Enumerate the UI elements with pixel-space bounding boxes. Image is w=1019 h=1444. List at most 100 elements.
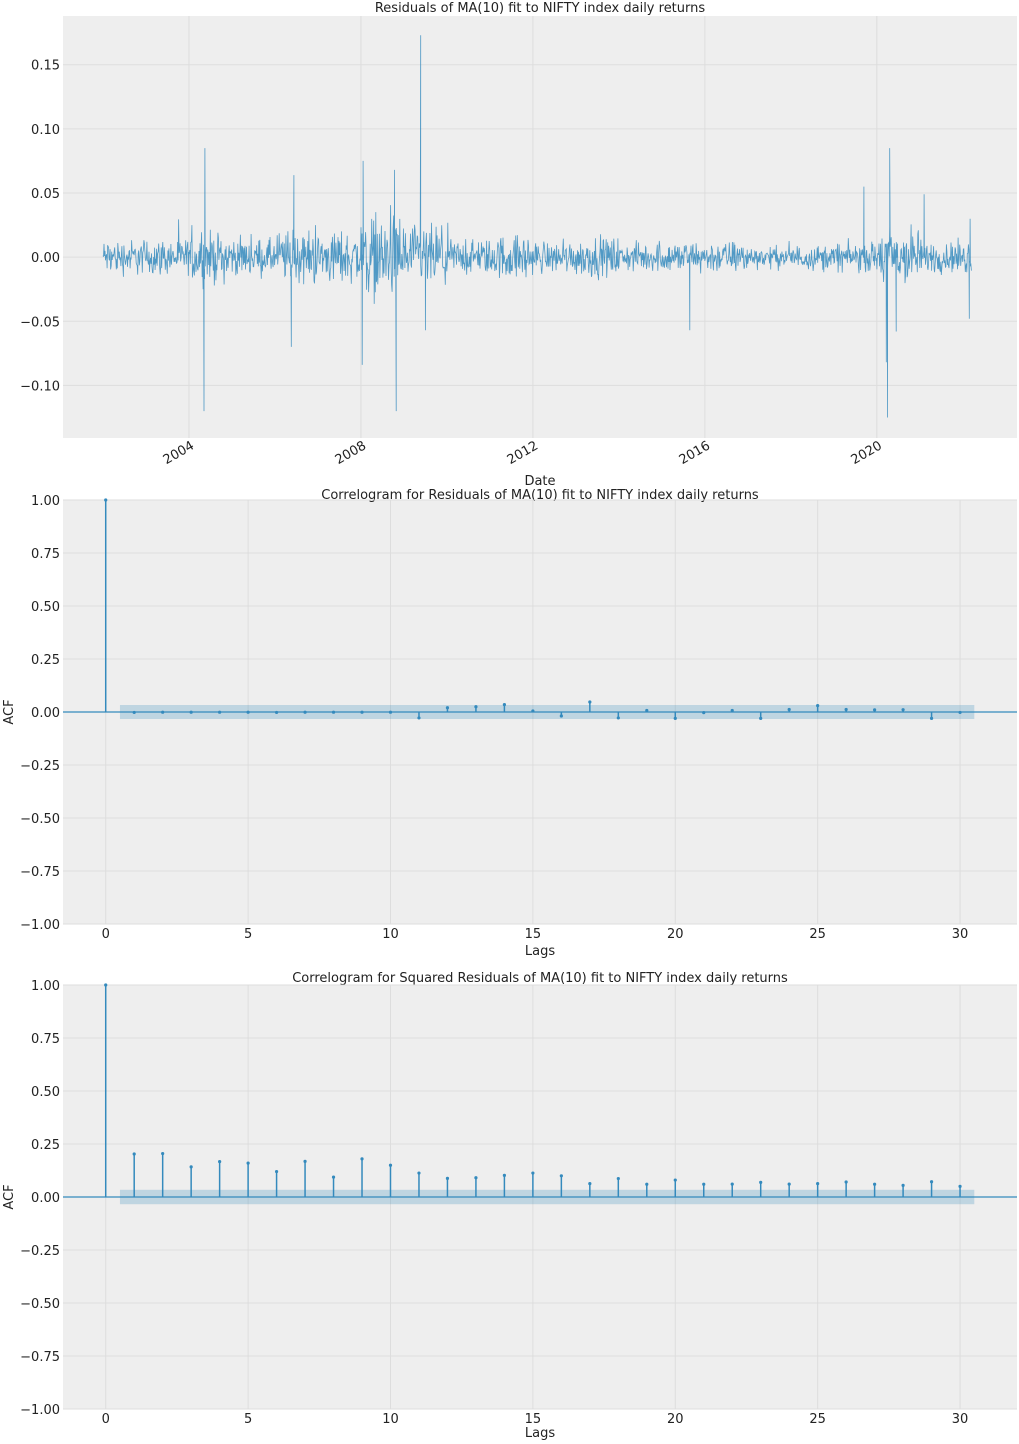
acf-marker: [559, 714, 563, 718]
y-tick-label: −1.00: [20, 918, 60, 933]
acf-marker: [360, 1157, 364, 1161]
acf-marker: [474, 705, 478, 709]
acf-marker: [901, 1183, 905, 1187]
y-tick-label: −0.05: [20, 315, 60, 330]
acf-marker: [303, 710, 307, 714]
y-tick-label: 0.00: [31, 1191, 60, 1206]
y-tick-label: −0.25: [20, 1244, 60, 1259]
acf-marker: [474, 1176, 478, 1180]
y-tick-label: 0.10: [31, 123, 60, 138]
acf-marker: [132, 1152, 136, 1156]
y-tick-label: 0.50: [31, 600, 60, 615]
acf-marker: [673, 716, 677, 720]
acf-marker: [787, 1182, 791, 1186]
acf-marker: [702, 1182, 706, 1186]
acf-marker: [246, 1161, 250, 1165]
acf-marker: [958, 1184, 962, 1188]
chart-title: Correlogram for Squared Residuals of MA(…: [292, 971, 788, 986]
y-tick-label: 1.00: [31, 979, 60, 994]
x-tick-label: 10: [382, 927, 399, 942]
x-tick-label: 2012: [505, 438, 541, 468]
y-tick-label: −0.10: [20, 379, 60, 394]
chart-title: Correlogram for Residuals of MA(10) fit …: [321, 488, 759, 503]
acf-marker: [816, 704, 820, 708]
acf-marker: [104, 983, 108, 987]
x-tick-label: 0: [102, 1412, 110, 1427]
acf-marker: [104, 498, 108, 502]
acf-marker: [331, 1175, 336, 1179]
acf-marker: [445, 1176, 450, 1180]
acf-marker: [531, 1171, 535, 1175]
acf-marker: [559, 1174, 563, 1178]
acf-marker: [816, 1182, 820, 1186]
acf-marker: [844, 1180, 848, 1184]
x-tick-label: 2020: [849, 438, 885, 468]
x-tick-label: 0: [102, 927, 110, 942]
acf-marker: [958, 710, 962, 715]
acf-marker: [303, 1159, 307, 1163]
acf-marker: [730, 1182, 734, 1186]
acf-marker: [645, 1182, 649, 1186]
chart-title: Residuals of MA(10) fit to NIFTY index d…: [375, 1, 706, 16]
y-axis-label: ACF: [2, 699, 17, 724]
acf-marker: [274, 1169, 279, 1174]
acf-marker: [702, 711, 706, 715]
acf-marker: [360, 710, 364, 714]
acf-marker: [161, 710, 165, 714]
acf-marker: [161, 1151, 165, 1156]
squared-residuals-acf-chart: Correlogram for Squared Residuals of MA(…: [2, 971, 1017, 1441]
acf-marker: [502, 1173, 507, 1177]
acf-marker: [388, 1163, 393, 1167]
y-tick-label: 0.50: [31, 1085, 60, 1100]
y-tick-label: −0.75: [20, 865, 60, 880]
y-tick-label: −0.50: [20, 812, 60, 827]
residuals-time-series-chart: Residuals of MA(10) fit to NIFTY index d…: [20, 1, 1017, 489]
acf-marker: [616, 1176, 620, 1181]
acf-marker: [218, 1159, 222, 1164]
acf-marker: [588, 1182, 592, 1186]
x-axis-label: Date: [524, 474, 555, 489]
acf-marker: [417, 716, 421, 720]
acf-marker: [929, 716, 934, 720]
y-tick-label: −1.00: [20, 1403, 60, 1418]
x-tick-label: 2004: [161, 438, 197, 468]
x-tick-label: 30: [952, 927, 969, 942]
y-tick-label: 1.00: [31, 494, 60, 509]
y-tick-label: 0.15: [31, 59, 60, 74]
y-tick-label: 0.25: [31, 1138, 60, 1153]
acf-marker: [132, 710, 136, 715]
acf-marker: [759, 1180, 763, 1184]
x-tick-label: 15: [525, 1412, 542, 1427]
x-tick-label: 2008: [333, 438, 369, 468]
y-tick-label: −0.75: [20, 1350, 60, 1365]
acf-marker: [901, 708, 905, 712]
acf-marker: [616, 716, 620, 720]
acf-marker: [502, 702, 507, 707]
x-axis-label: Lags: [525, 1426, 555, 1440]
y-tick-label: 0.75: [31, 547, 60, 562]
y-tick-label: 0.00: [31, 251, 60, 266]
x-tick-label: 25: [809, 927, 826, 942]
residual-series-line: [102, 35, 972, 418]
acf-marker: [274, 710, 279, 715]
acf-marker: [417, 1171, 421, 1175]
x-axis-label: Lags: [525, 944, 555, 959]
y-tick-label: −0.50: [20, 1297, 60, 1312]
acf-marker: [246, 710, 250, 714]
acf-marker: [331, 710, 336, 714]
x-tick-label: 15: [525, 927, 542, 942]
x-tick-label: 20: [667, 927, 684, 942]
acf-marker: [873, 708, 877, 712]
acf-marker: [730, 708, 734, 713]
y-axis-label: ACF: [2, 1184, 17, 1209]
y-tick-label: 0.00: [31, 706, 60, 721]
acf-marker: [588, 700, 592, 704]
y-tick-label: 0.75: [31, 1032, 60, 1047]
x-tick-label: 25: [809, 1412, 826, 1427]
x-tick-label: 5: [244, 927, 252, 942]
residuals-acf-chart: Correlogram for Residuals of MA(10) fit …: [2, 488, 1017, 959]
y-tick-label: 0.25: [31, 653, 60, 668]
y-tick-label: −0.25: [20, 759, 60, 774]
acf-marker: [189, 1165, 193, 1169]
x-tick-label: 2016: [677, 438, 713, 468]
